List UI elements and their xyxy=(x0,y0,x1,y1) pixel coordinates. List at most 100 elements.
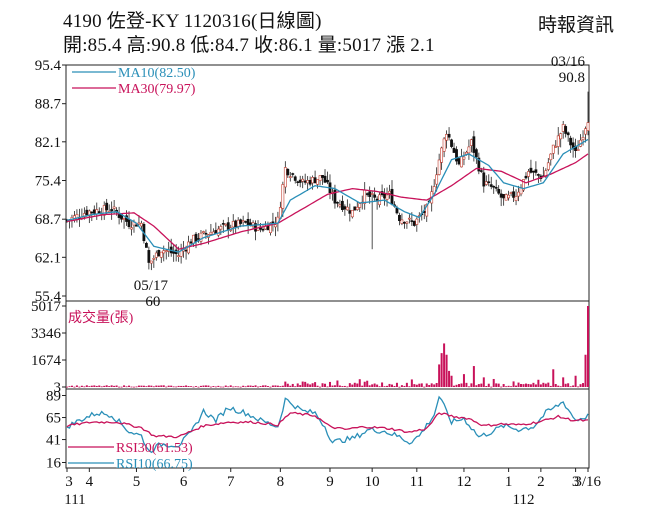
volume-bar xyxy=(150,385,153,387)
volume-bar xyxy=(400,385,403,387)
volume-bar xyxy=(204,385,207,387)
volume-bar xyxy=(492,378,495,387)
volume-bar xyxy=(435,382,438,387)
volume-bar xyxy=(100,386,103,388)
candle-down xyxy=(482,172,486,187)
candle-up xyxy=(345,206,349,211)
volume-bar xyxy=(172,386,175,388)
candle-down xyxy=(194,233,198,242)
volume-bar xyxy=(115,385,118,387)
volume-bar xyxy=(294,386,297,388)
volume-bar xyxy=(507,385,510,387)
candle-up xyxy=(159,251,163,258)
ma30-legend: MA30(79.97) xyxy=(118,82,196,97)
candle-up xyxy=(152,258,156,260)
volume-bar xyxy=(485,385,488,387)
candle-up xyxy=(559,133,563,140)
volume-bar xyxy=(291,383,294,387)
candle-down xyxy=(512,191,515,198)
x-tick-label: 3/16 xyxy=(574,474,601,490)
volume-bar xyxy=(482,377,485,387)
volume-bar xyxy=(125,386,128,388)
volume-bar xyxy=(572,385,575,387)
volume-bar xyxy=(299,385,302,387)
candle-up xyxy=(338,204,342,207)
volume-bar xyxy=(341,386,344,387)
candle-up xyxy=(517,191,520,197)
volume-bar xyxy=(219,386,222,388)
candle-up xyxy=(584,128,587,135)
volume-bar xyxy=(510,386,513,388)
volume-bar xyxy=(428,384,431,387)
volume-bar xyxy=(326,386,329,388)
x-tick-label: 8 xyxy=(277,474,285,490)
volume-bar xyxy=(187,386,190,387)
volume-bar xyxy=(542,382,545,387)
volume-bar xyxy=(90,385,93,387)
volume-bar xyxy=(88,386,91,387)
candle-down xyxy=(110,209,114,212)
volume-bar xyxy=(212,386,215,387)
volume-bar xyxy=(505,386,508,388)
year-label: 112 xyxy=(513,492,535,508)
candle-down xyxy=(529,167,533,173)
candle-down xyxy=(323,175,327,183)
candle-up xyxy=(82,213,86,218)
volume-bar xyxy=(239,386,242,388)
volume-bar xyxy=(559,386,562,388)
candle-up xyxy=(405,221,409,224)
volume-bar xyxy=(408,386,411,388)
volume-bar xyxy=(477,384,480,387)
candle-down xyxy=(494,187,498,189)
high-date-label: 03/16 xyxy=(551,54,586,70)
candle-up xyxy=(164,250,168,252)
rsi-tick-label: 16 xyxy=(46,455,62,471)
volume-bar xyxy=(475,385,478,387)
volume-tick-label: 5017 xyxy=(31,299,62,315)
candle-down xyxy=(261,228,265,231)
volume-bar xyxy=(358,379,361,387)
volume-bar xyxy=(331,385,334,387)
candle-up xyxy=(199,232,203,242)
volume-bar xyxy=(249,385,252,387)
candle-up xyxy=(130,227,133,230)
volume-bar xyxy=(368,385,371,387)
volume-bar xyxy=(324,383,327,387)
volume-bar xyxy=(197,386,200,388)
volume-bar xyxy=(70,385,73,387)
volume-bar xyxy=(95,385,98,387)
ma30-line xyxy=(66,153,589,250)
volume-bar xyxy=(353,382,356,387)
volume-bar xyxy=(465,382,468,387)
candle-up xyxy=(122,218,126,220)
volume-bar xyxy=(185,385,188,387)
volume-bar xyxy=(165,386,168,388)
volume-bar xyxy=(271,385,274,387)
candle-up xyxy=(281,184,285,209)
volume-bar xyxy=(472,366,475,387)
candle-up xyxy=(301,178,305,182)
volume-bar xyxy=(120,386,123,388)
year-label: 111 xyxy=(64,492,85,508)
candle-down xyxy=(291,173,295,175)
volume-bar xyxy=(515,385,518,387)
candle-down xyxy=(127,219,131,227)
candle-down xyxy=(266,225,270,231)
volume-bar xyxy=(132,386,135,388)
volume-bar xyxy=(480,383,483,387)
volume-bar xyxy=(376,384,379,387)
volume-bar xyxy=(410,379,413,387)
volume-bar xyxy=(460,383,463,387)
source-label: 時報資訊 xyxy=(537,15,614,36)
plot-frame xyxy=(65,64,590,469)
volume-bar xyxy=(520,383,523,387)
candle-down xyxy=(497,188,501,194)
candle-down xyxy=(239,219,243,224)
ma10-legend: MA10(82.50) xyxy=(118,66,196,81)
candle-up xyxy=(192,234,195,244)
candle-up xyxy=(224,223,228,226)
candle-down xyxy=(340,200,344,210)
low-date-label: 05/17 xyxy=(134,278,169,294)
volume-bar xyxy=(155,385,158,387)
